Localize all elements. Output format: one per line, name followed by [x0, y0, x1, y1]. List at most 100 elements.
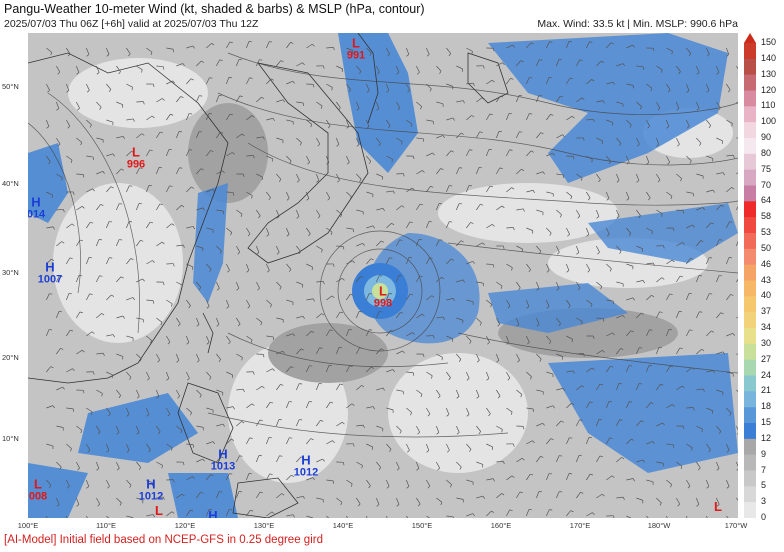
wind-barb-flag	[402, 173, 405, 177]
wind-barb	[426, 479, 431, 487]
wind-barb	[716, 497, 720, 505]
wind-barb	[246, 77, 250, 85]
wind-barb	[246, 299, 251, 307]
wind-barb	[396, 65, 400, 73]
wind-barb	[166, 407, 171, 415]
typhoon-core	[352, 263, 408, 319]
wind-barb-flag	[509, 509, 513, 511]
wind-barb	[286, 299, 294, 303]
wind-barb-flag	[237, 251, 241, 255]
wind-barb	[396, 389, 404, 392]
wind-barb	[146, 260, 153, 265]
wind-barb	[306, 365, 310, 373]
wind-barb	[586, 299, 593, 305]
wind-barb	[386, 479, 390, 487]
colorbar-tick-label: 70	[761, 179, 772, 190]
wind-barb-flag	[692, 224, 695, 228]
wind-barb-flag	[601, 493, 605, 497]
wind-barb-flag	[592, 119, 595, 123]
wind-barb-flag	[469, 340, 472, 344]
wind-barb-flag	[386, 90, 390, 93]
wind-barb	[276, 60, 282, 67]
wind-barb-flag	[479, 322, 482, 326]
wind-barb-flag	[667, 161, 670, 165]
wind-barb	[576, 59, 580, 67]
wind-barb-flag	[460, 240, 464, 243]
wind-barb	[686, 155, 692, 162]
wind-barb	[696, 207, 703, 211]
wind-barb	[366, 258, 372, 265]
wind-barb-flag	[731, 123, 733, 127]
wind-barb	[716, 65, 720, 73]
wind-barb	[296, 245, 301, 252]
wind-barb	[306, 227, 311, 234]
wind-barb	[466, 371, 470, 379]
wind-barb	[226, 509, 230, 517]
wind-barb-flag	[396, 504, 400, 507]
wind-barb	[326, 155, 330, 163]
wind-barb	[686, 258, 691, 265]
wind-barb	[446, 83, 454, 87]
wind-barb-flag	[510, 411, 513, 415]
wind-barb	[676, 275, 681, 283]
wind-barb	[586, 118, 594, 121]
wind-barb-flag	[90, 411, 93, 415]
wind-barb-flag	[177, 323, 181, 327]
wind-barb	[256, 491, 261, 499]
wind-barb-flag	[476, 396, 480, 399]
wind-barb	[716, 312, 722, 319]
wind-barb-flag	[492, 264, 495, 268]
wind-barb	[726, 154, 734, 157]
wind-barb-flag	[302, 495, 305, 499]
wind-barb	[566, 402, 572, 409]
wind-barb	[406, 187, 413, 193]
wind-barb	[516, 353, 520, 361]
wind-barb	[386, 515, 388, 518]
wind-barb	[706, 47, 710, 55]
wind-barb	[206, 407, 214, 411]
wind-barb-flag	[732, 333, 735, 336]
wind-barb-flag	[262, 136, 265, 140]
wind-barb	[686, 191, 694, 194]
wind-barb	[336, 311, 341, 319]
wind-barb-flag	[422, 138, 425, 142]
wind-barb	[636, 312, 642, 319]
wind-barb	[436, 277, 442, 283]
wind-barb-flag	[608, 161, 611, 165]
wind-barb	[346, 403, 353, 409]
wind-barb-flag	[181, 285, 183, 289]
wind-barb	[616, 457, 622, 463]
wind-barb	[496, 317, 501, 325]
wind-barb	[286, 191, 290, 199]
wind-barb	[536, 132, 542, 139]
wind-barb	[536, 422, 543, 427]
wind-barb	[336, 347, 340, 355]
wind-barb	[476, 389, 480, 397]
wind-barb-flag	[250, 339, 253, 343]
colorbar-tick-label: 140	[761, 52, 777, 63]
wind-barb-flag	[161, 465, 163, 469]
wind-barb	[176, 389, 180, 397]
wind-barb	[326, 295, 333, 301]
wind-barb-flag	[298, 251, 301, 255]
wind-barb-flag	[251, 403, 255, 406]
colorbar-tick-label: 100	[761, 116, 777, 127]
wind-barb-flag	[509, 149, 513, 151]
wind-barb-flag	[686, 90, 690, 93]
wind-barb-flag	[219, 250, 222, 254]
wind-barb	[336, 137, 340, 145]
wind-barb-flag	[81, 349, 85, 353]
wind-barb-flag	[726, 450, 730, 453]
wind-barb-flag	[77, 467, 80, 471]
wind-barb-flag	[312, 298, 315, 302]
wind-barb-flag	[290, 42, 294, 44]
wind-barb-flag	[426, 54, 430, 57]
wind-barb-flag	[126, 450, 130, 453]
wind-barb-flag	[87, 449, 91, 453]
wind-barb-flag	[470, 222, 474, 224]
wind-barb	[166, 299, 173, 305]
wind-barb	[636, 173, 640, 181]
wind-barb-flag	[532, 440, 535, 444]
wind-barb	[76, 461, 80, 469]
wind-barb-flag	[242, 173, 245, 177]
